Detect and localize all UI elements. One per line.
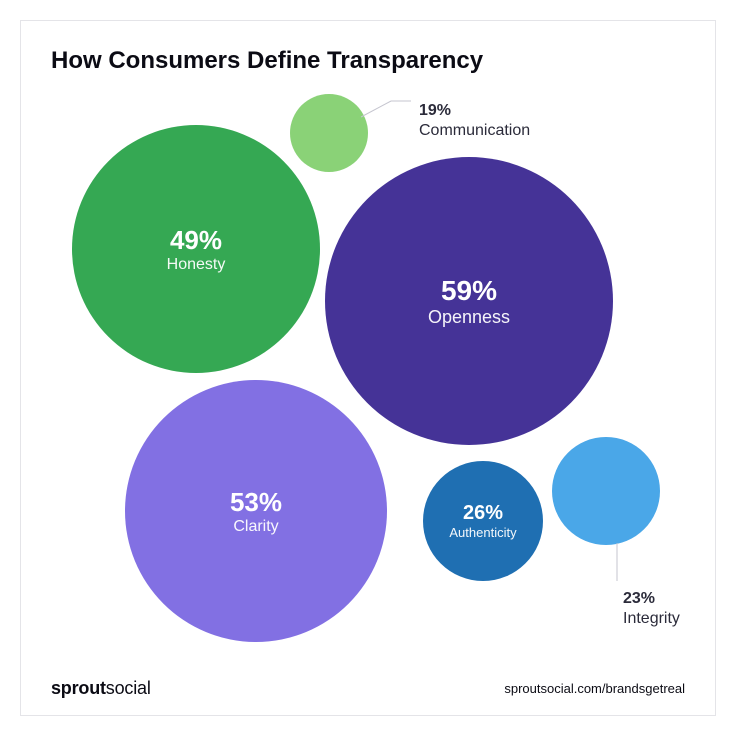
chart-card: How Consumers Define Transparency 49%Hon…	[20, 20, 716, 716]
bubble-honesty: 49%Honesty	[72, 125, 320, 373]
ext-label-integrity-label: Integrity	[623, 610, 680, 627]
ext-label-integrity-pct: 23%	[623, 589, 680, 609]
brand-right: social	[106, 678, 151, 698]
bubble-openness: 59%Openness	[325, 157, 613, 445]
footer: sproutsocial sproutsocial.com/brandsgetr…	[51, 678, 685, 699]
ext-label-communication: 19%Communication	[419, 101, 530, 141]
chart-title: How Consumers Define Transparency	[51, 47, 483, 75]
ext-label-communication-pct: 19%	[419, 101, 530, 121]
bubble-clarity: 53%Clarity	[125, 380, 387, 642]
brand-logo: sproutsocial	[51, 678, 151, 699]
leader-communication	[361, 101, 411, 117]
footer-link: sproutsocial.com/brandsgetreal	[504, 681, 685, 696]
bubble-openness-label: Openness	[428, 307, 510, 328]
bubble-authenticity-pct: 26%	[463, 502, 503, 525]
bubble-honesty-label: Honesty	[167, 256, 226, 274]
bubble-clarity-label: Clarity	[233, 518, 278, 536]
bubble-openness-pct: 59%	[441, 275, 497, 307]
bubble-authenticity: 26%Authenticity	[423, 461, 543, 581]
bubble-clarity-pct: 53%	[230, 487, 282, 518]
bubble-honesty-pct: 49%	[170, 225, 222, 256]
bubble-authenticity-label: Authenticity	[449, 525, 516, 540]
bubble-integrity	[552, 437, 660, 545]
ext-label-integrity: 23%Integrity	[623, 589, 680, 629]
ext-label-communication-label: Communication	[419, 122, 530, 139]
bubble-communication	[290, 94, 368, 172]
brand-left: sprout	[51, 678, 106, 698]
